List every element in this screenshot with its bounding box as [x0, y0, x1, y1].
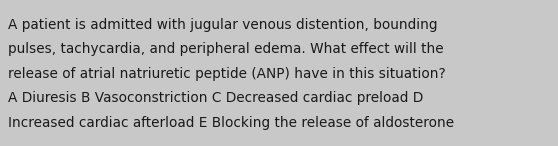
Text: A patient is admitted with jugular venous distention, bounding: A patient is admitted with jugular venou…: [8, 18, 438, 32]
Text: release of atrial natriuretic peptide (ANP) have in this situation?: release of atrial natriuretic peptide (A…: [8, 67, 446, 81]
Text: Increased cardiac afterload E Blocking the release of aldosterone: Increased cardiac afterload E Blocking t…: [8, 116, 455, 130]
Text: pulses, tachycardia, and peripheral edema. What effect will the: pulses, tachycardia, and peripheral edem…: [8, 42, 444, 56]
Text: A Diuresis B Vasoconstriction C Decreased cardiac preload D: A Diuresis B Vasoconstriction C Decrease…: [8, 91, 424, 105]
